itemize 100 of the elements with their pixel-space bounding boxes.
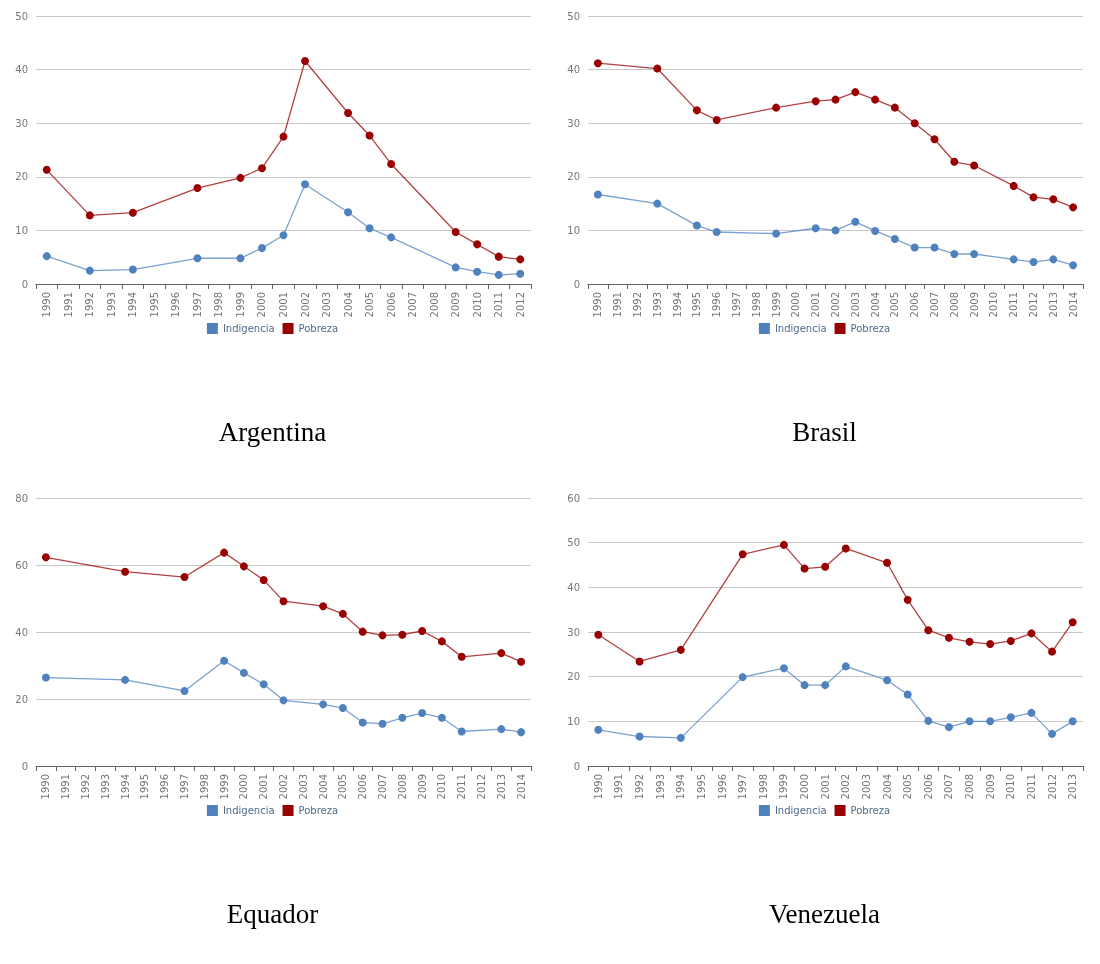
point <box>593 190 602 199</box>
point <box>821 562 830 571</box>
point <box>841 544 850 553</box>
point <box>594 630 603 639</box>
x-tick-label: 1990 <box>592 774 604 800</box>
x-tick-label: 2013 <box>1067 774 1079 800</box>
x-tick-label: 2007 <box>943 774 955 800</box>
point <box>257 164 266 173</box>
point <box>193 254 202 263</box>
x-tick-label: 1995 <box>695 774 707 800</box>
point <box>180 573 189 582</box>
point <box>1049 255 1058 264</box>
y-tick-label: 0 <box>21 278 28 290</box>
x-tick-label: 2014 <box>515 774 527 800</box>
point <box>712 115 721 124</box>
point <box>497 725 506 734</box>
x-tick-label: 2013 <box>1047 292 1059 318</box>
point <box>387 233 396 242</box>
point <box>811 97 820 106</box>
point <box>42 165 51 174</box>
y-tick-label: 80 <box>15 492 28 504</box>
x-tick-label: 2002 <box>840 774 852 800</box>
point <box>851 88 860 97</box>
x-tick-label: 1999 <box>234 292 246 318</box>
point <box>516 255 525 264</box>
x-tick-label: 2001 <box>810 292 822 318</box>
point <box>841 662 850 671</box>
x-tick-label: 2003 <box>297 774 309 800</box>
point <box>365 224 374 233</box>
point <box>121 675 130 684</box>
point <box>738 673 747 682</box>
x-tick-label: 1991 <box>613 774 625 800</box>
y-tick-label: 40 <box>567 64 580 76</box>
x-tick-label: 1995 <box>139 774 151 800</box>
point <box>128 208 137 217</box>
text: Venezuela <box>769 898 880 929</box>
point <box>692 221 701 230</box>
point <box>378 719 387 728</box>
x-tick-label: 1990 <box>40 774 52 800</box>
legend-label: Indigencia <box>222 323 275 334</box>
x-tick-label: 2009 <box>416 774 428 800</box>
point <box>236 173 245 182</box>
x-tick-label: 2008 <box>948 292 960 318</box>
point <box>301 57 310 66</box>
point <box>1006 636 1015 645</box>
point <box>497 649 506 658</box>
x-tick-label: 2010 <box>1005 774 1017 800</box>
point <box>653 64 662 73</box>
x-tick-label: 2004 <box>317 774 329 800</box>
x-tick-label: 2008 <box>428 292 440 318</box>
x-tick-label: 2003 <box>860 774 872 800</box>
x-tick-label: 2012 <box>514 292 526 318</box>
x-tick-label: 2006 <box>357 774 369 800</box>
x-tick-label: 1996 <box>716 774 728 800</box>
point <box>437 637 446 646</box>
y-tick-label: 50 <box>567 537 580 549</box>
point <box>1009 181 1018 190</box>
point <box>653 199 662 208</box>
x-tick-label: 2011 <box>456 774 468 800</box>
point <box>1069 203 1078 212</box>
point <box>457 652 466 661</box>
point <box>259 576 268 585</box>
x-tick-label: 1998 <box>213 292 225 318</box>
x-tick-label: 2005 <box>902 774 914 800</box>
y-tick-label: 10 <box>567 224 580 236</box>
point <box>910 243 919 252</box>
point <box>883 558 892 567</box>
x-tick-label: 2011 <box>1008 292 1020 318</box>
point <box>772 103 781 112</box>
point <box>387 159 396 168</box>
point <box>418 709 427 718</box>
point <box>344 109 353 118</box>
point <box>1029 258 1038 267</box>
point <box>903 690 912 699</box>
point <box>944 633 953 642</box>
point <box>279 231 288 240</box>
x-tick-label: 1993 <box>105 292 117 318</box>
x-tick-label: 1991 <box>62 292 74 318</box>
point <box>910 119 919 128</box>
point <box>965 717 974 726</box>
point <box>128 265 137 274</box>
point <box>279 696 288 705</box>
x-tick-label: 2003 <box>849 292 861 318</box>
x-tick-label: 1996 <box>170 292 182 318</box>
x-tick-label: 1997 <box>731 292 742 318</box>
x-tick-label: 2002 <box>278 774 289 800</box>
x-tick-label: 1998 <box>750 292 762 318</box>
x-tick-label: 2012 <box>1046 774 1058 800</box>
point <box>121 567 130 576</box>
point <box>676 645 685 654</box>
point <box>517 728 526 737</box>
point <box>831 95 840 104</box>
x-tick-label: 2010 <box>436 774 448 800</box>
legend-label: Indigencia <box>222 805 275 816</box>
x-tick-label: 2007 <box>377 774 388 800</box>
point <box>738 550 747 559</box>
y-tick-label: 10 <box>15 224 28 236</box>
y-tick-label: 0 <box>21 760 28 772</box>
point <box>1048 647 1057 656</box>
x-tick-label: 2000 <box>256 292 268 318</box>
